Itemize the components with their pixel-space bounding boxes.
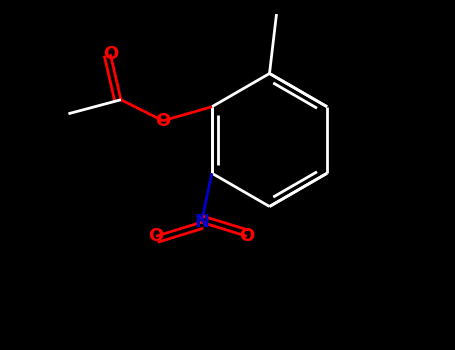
Text: O: O [148,227,163,245]
Text: O: O [103,45,118,63]
Text: O: O [239,227,254,245]
Text: N: N [194,213,209,231]
Text: O: O [155,112,171,130]
